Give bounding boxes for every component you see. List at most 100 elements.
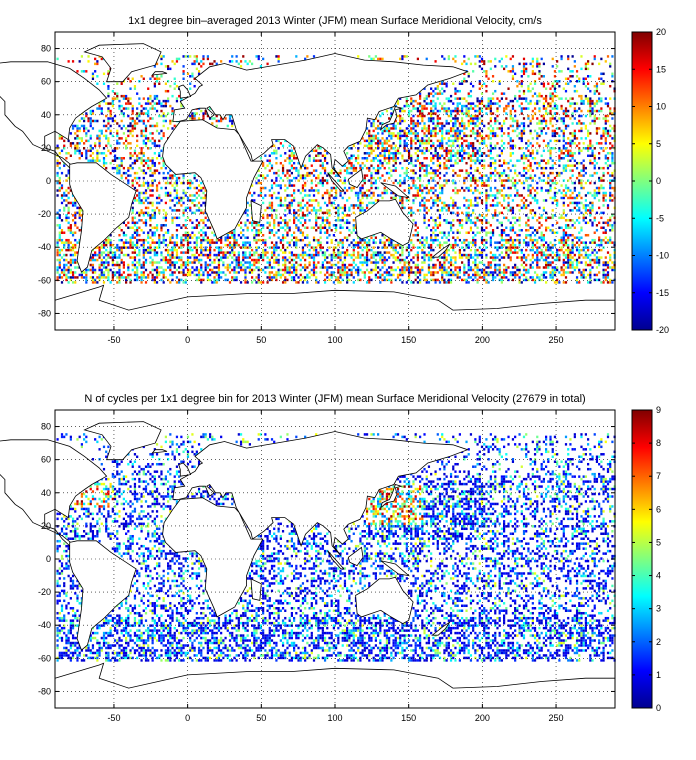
data-bin	[394, 243, 397, 247]
data-bin	[138, 114, 141, 118]
data-bin	[474, 204, 477, 207]
data-bin	[158, 144, 161, 148]
data-bin	[284, 224, 287, 227]
data-bin	[186, 231, 190, 234]
data-bin	[147, 276, 150, 279]
data-bin	[133, 263, 137, 267]
data-bin	[138, 194, 141, 197]
data-bin	[138, 199, 141, 202]
data-bin	[71, 246, 75, 249]
data-bin	[487, 176, 490, 180]
data-bin	[419, 97, 422, 100]
data-bin	[304, 266, 307, 269]
data-bin	[140, 112, 143, 115]
data-bin	[189, 236, 192, 239]
data-bin	[197, 261, 201, 264]
data-bin	[317, 144, 320, 148]
data-bin	[197, 201, 201, 205]
data-bin	[251, 199, 254, 202]
data-bin	[458, 124, 461, 128]
data-bin	[171, 261, 174, 264]
data-bin	[178, 216, 181, 220]
data-bin	[281, 164, 285, 167]
data-bin	[480, 214, 484, 217]
data-bin	[107, 92, 110, 95]
data-bin	[377, 147, 380, 150]
data-bin	[432, 191, 435, 195]
data-bin	[348, 196, 351, 200]
data-bin	[372, 181, 375, 185]
data-bin	[425, 134, 428, 138]
data-bin	[299, 206, 302, 210]
data-bin	[443, 271, 446, 274]
data-bin	[394, 246, 397, 249]
data-bin	[443, 179, 446, 182]
data-bin	[275, 261, 278, 264]
data-bin	[434, 169, 437, 172]
data-bin	[155, 268, 159, 272]
data-bin	[253, 238, 256, 242]
data-bin	[195, 251, 198, 254]
data-bin	[410, 161, 413, 165]
data-bin	[74, 266, 77, 269]
data-bin	[284, 251, 287, 254]
data-bin	[463, 139, 466, 143]
data-bin	[403, 134, 406, 138]
data-bin	[149, 214, 152, 217]
data-bin	[425, 184, 428, 187]
data-bin	[370, 196, 373, 200]
data-bin	[105, 276, 108, 279]
data-bin	[432, 94, 435, 98]
data-bin	[273, 144, 276, 148]
data-bin	[105, 268, 108, 272]
data-bin	[186, 256, 190, 259]
data-bin	[153, 281, 156, 284]
data-bin	[416, 251, 419, 254]
data-bin	[434, 221, 437, 225]
data-bin	[430, 117, 433, 120]
data-bin	[365, 256, 369, 259]
data-bin	[465, 214, 468, 217]
data-bin	[315, 248, 318, 252]
data-bin	[129, 273, 132, 277]
data-bin	[167, 176, 170, 180]
data-bin	[200, 233, 203, 237]
data-bin	[270, 266, 274, 269]
data-bin	[284, 281, 287, 284]
data-bin	[472, 211, 475, 215]
data-bin	[432, 273, 435, 277]
data-bin	[472, 221, 475, 225]
data-bin	[173, 243, 176, 247]
data-bin	[487, 231, 490, 234]
data-bin	[162, 258, 165, 262]
data-bin	[131, 129, 134, 133]
data-bin	[200, 266, 203, 269]
data-bin	[107, 251, 110, 254]
data-bin	[449, 273, 453, 277]
data-bin	[83, 117, 86, 120]
data-bin	[383, 236, 386, 239]
data-bin	[149, 251, 152, 254]
data-bin	[403, 171, 406, 175]
data-bin	[467, 102, 470, 105]
data-bin	[401, 181, 404, 185]
data-bin	[365, 206, 369, 210]
data-bin	[445, 142, 448, 145]
data-bin	[425, 238, 428, 242]
data-bin	[330, 238, 333, 242]
data-bin	[91, 276, 95, 279]
data-bin	[456, 236, 459, 239]
data-bin	[213, 60, 216, 63]
data-bin	[412, 139, 415, 143]
data-bin	[315, 159, 318, 162]
data-bin	[456, 156, 459, 160]
data-bin	[414, 194, 417, 197]
data-bin	[469, 159, 473, 162]
data-bin	[330, 256, 333, 259]
data-bin	[478, 65, 481, 68]
data-bin	[461, 104, 464, 108]
data-bin	[180, 251, 183, 254]
data-bin	[392, 142, 395, 145]
data-bin	[458, 82, 461, 85]
data-bin	[465, 171, 468, 175]
